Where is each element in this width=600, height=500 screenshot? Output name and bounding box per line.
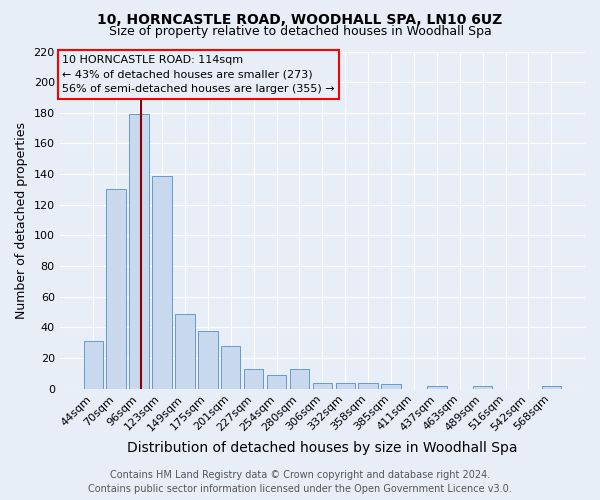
Bar — [335, 382, 355, 389]
Bar — [244, 369, 263, 389]
Bar — [358, 382, 378, 389]
Text: Size of property relative to detached houses in Woodhall Spa: Size of property relative to detached ho… — [109, 25, 491, 38]
Bar — [473, 386, 493, 389]
Text: 10, HORNCASTLE ROAD, WOODHALL SPA, LN10 6UZ: 10, HORNCASTLE ROAD, WOODHALL SPA, LN10 … — [97, 12, 503, 26]
Bar — [267, 375, 286, 389]
Bar — [83, 342, 103, 389]
Bar — [106, 190, 126, 389]
Text: Contains HM Land Registry data © Crown copyright and database right 2024.
Contai: Contains HM Land Registry data © Crown c… — [88, 470, 512, 494]
Bar — [427, 386, 446, 389]
Bar — [152, 176, 172, 389]
Bar — [382, 384, 401, 389]
Y-axis label: Number of detached properties: Number of detached properties — [15, 122, 28, 318]
Bar — [221, 346, 241, 389]
Bar — [542, 386, 561, 389]
Bar — [290, 369, 309, 389]
Bar — [198, 330, 218, 389]
Bar — [130, 114, 149, 389]
Bar — [175, 314, 194, 389]
X-axis label: Distribution of detached houses by size in Woodhall Spa: Distribution of detached houses by size … — [127, 441, 518, 455]
Text: 10 HORNCASTLE ROAD: 114sqm
← 43% of detached houses are smaller (273)
56% of sem: 10 HORNCASTLE ROAD: 114sqm ← 43% of deta… — [62, 55, 335, 94]
Bar — [313, 382, 332, 389]
